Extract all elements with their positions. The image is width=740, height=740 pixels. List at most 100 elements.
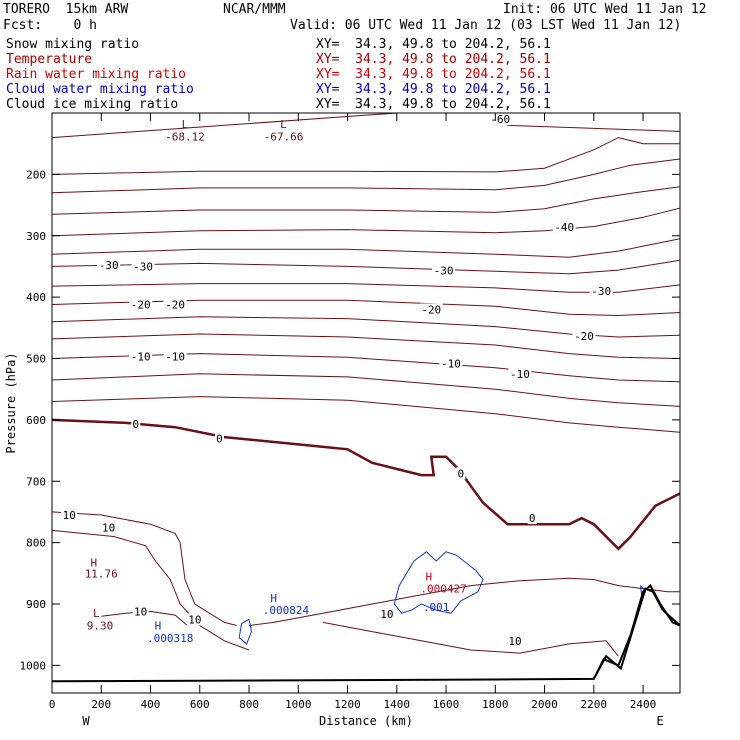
temperature-contour-6 bbox=[52, 259, 680, 275]
extremum-label-12: H bbox=[425, 570, 432, 583]
temperature-contour-10 bbox=[52, 333, 680, 359]
x-tick-label-7: 1400 bbox=[384, 698, 411, 711]
contour-labels: -60 -40 -30 -30 -30 -30 -20 -20 -20 -20 -10 -10 -10 -… bbox=[61, 113, 613, 648]
contour-label-bg-8 bbox=[419, 303, 443, 316]
field-cloud-water-xy: XY= 34.3, 49.8 to 204.2, 56.1 bbox=[316, 82, 551, 97]
contour-label-bg-7 bbox=[163, 298, 187, 311]
contour-label-bg-4 bbox=[432, 264, 456, 277]
axes: 0 200 400 600 800 1000 1200 1400 1600 1800 2000 220… bbox=[20, 113, 680, 711]
contour-label-9: -20 bbox=[574, 330, 594, 343]
contour-label-22: 10 bbox=[380, 608, 393, 621]
contour-label-3: -30 bbox=[133, 260, 153, 273]
y-tick-label-3: 500 bbox=[26, 353, 46, 366]
contour-label-bg-21 bbox=[186, 613, 203, 626]
contour-label-bg-19 bbox=[100, 521, 117, 534]
contour-label-bg-15 bbox=[214, 432, 224, 445]
east-end-label: E bbox=[656, 714, 663, 728]
temperature-contour-0 bbox=[52, 113, 680, 139]
x-tick-label-6: 1200 bbox=[334, 698, 361, 711]
extremum-label-2: L bbox=[280, 118, 287, 131]
field-temperature: Temperature bbox=[6, 52, 93, 67]
x-tick-label-11: 2200 bbox=[581, 698, 608, 711]
contour-label-bg-20 bbox=[132, 605, 149, 618]
x-tick-label-8: 1600 bbox=[433, 698, 460, 711]
contour-label-bg-1 bbox=[552, 221, 576, 234]
contour-label-18: 10 bbox=[63, 509, 76, 522]
init-label: Init: 06 UTC Wed 11 Jan 12 bbox=[503, 2, 707, 17]
west-end-label: W bbox=[82, 714, 90, 728]
contour-label-bg-18 bbox=[61, 509, 78, 522]
cloud-water-contours bbox=[238, 551, 647, 645]
extremum-label-3: -67.66 bbox=[264, 130, 304, 143]
y-axis-label: Pressure (hPa) bbox=[4, 352, 18, 453]
extremum-label-11: .000318 bbox=[147, 632, 193, 645]
x-tick-label-9: 1800 bbox=[482, 698, 509, 711]
temperature-contour-19 bbox=[101, 610, 188, 626]
extremum-label-7: 9.30 bbox=[87, 619, 114, 632]
contour-label-7: -20 bbox=[165, 298, 185, 311]
ground-line-1 bbox=[592, 587, 680, 680]
contour-label-bg-10 bbox=[129, 350, 153, 363]
cloud-water-contour-0 bbox=[393, 551, 484, 614]
contour-label-bg-9 bbox=[572, 329, 596, 342]
cloud-water-contour-1 bbox=[238, 618, 253, 645]
contour-label-10: -10 bbox=[131, 351, 151, 364]
temperature-contour-3 bbox=[52, 186, 680, 215]
contour-label-16: 0 bbox=[458, 467, 465, 480]
extremum-label-9: .000824 bbox=[263, 604, 310, 617]
contour-label-6: -20 bbox=[131, 298, 151, 311]
x-tick-label-10: 2000 bbox=[531, 698, 558, 711]
x-tick-label-1: 200 bbox=[91, 698, 111, 711]
contour-label-bg-23 bbox=[506, 634, 523, 647]
temperature-contour-8 bbox=[52, 299, 680, 317]
contour-label-bg-0 bbox=[488, 113, 512, 126]
plot-frame bbox=[51, 112, 681, 694]
contour-label-11: -10 bbox=[165, 351, 185, 364]
contour-label-bg-5 bbox=[589, 284, 613, 297]
contour-label-bg-16 bbox=[456, 467, 466, 480]
x-tick-label-3: 600 bbox=[190, 698, 210, 711]
extremum-label-8: H bbox=[270, 592, 277, 605]
temperature-contour-13 bbox=[52, 396, 680, 433]
contour-label-19: 10 bbox=[102, 521, 115, 534]
temperature-contour-7 bbox=[52, 283, 680, 293]
contour-label-17: 0 bbox=[529, 512, 536, 525]
extremum-label-5: 11.76 bbox=[85, 567, 118, 580]
x-tick-label-0: 0 bbox=[49, 698, 56, 711]
contour-label-bg-17 bbox=[527, 512, 537, 525]
temperature-contour-5 bbox=[52, 238, 680, 258]
temperature-contour-11 bbox=[52, 353, 680, 383]
extremum-label-10: H bbox=[155, 619, 162, 632]
x-tick-label-5: 1000 bbox=[285, 698, 312, 711]
contour-label-13: -10 bbox=[510, 368, 530, 381]
x-tick-label-12: 2400 bbox=[630, 698, 657, 711]
temperature-contour-2 bbox=[52, 158, 680, 194]
y-tick-label-7: 900 bbox=[26, 598, 46, 611]
x-tick-label-2: 400 bbox=[141, 698, 161, 711]
temperature-contour-15 bbox=[52, 511, 237, 626]
fcst-label: Fcst: 0 h bbox=[3, 18, 97, 33]
contour-label-bg-3 bbox=[131, 260, 155, 273]
y-tick-label-1: 300 bbox=[26, 230, 46, 243]
contour-label-bg-6 bbox=[129, 298, 153, 311]
contour-label-1: -40 bbox=[554, 221, 574, 234]
field-rain-xy: XY= 34.3, 49.8 to 204.2, 56.1 bbox=[316, 67, 551, 82]
contour-label-20: 10 bbox=[134, 605, 147, 618]
contour-label-bg-11 bbox=[163, 350, 187, 363]
extremum-label-14: .001 bbox=[423, 601, 450, 614]
temperature-contour-18 bbox=[322, 621, 619, 657]
temperature-contour-9 bbox=[52, 316, 680, 338]
extremum-label-4: H bbox=[91, 556, 98, 569]
contour-label-bg-22 bbox=[378, 607, 395, 620]
y-tick-label-0: 200 bbox=[26, 168, 46, 181]
contour-label-5: -30 bbox=[591, 285, 611, 298]
contour-label-23: 10 bbox=[508, 635, 521, 648]
contour-label-21: 10 bbox=[188, 613, 201, 626]
contour-label-8: -20 bbox=[421, 303, 441, 316]
temperature-contour-17 bbox=[248, 577, 680, 626]
model-label: TORERO 15km ARW bbox=[3, 2, 129, 17]
y-tick-label-4: 600 bbox=[26, 414, 46, 427]
contour-label-bg-13 bbox=[508, 367, 532, 380]
temperature-contour-16 bbox=[52, 529, 250, 651]
